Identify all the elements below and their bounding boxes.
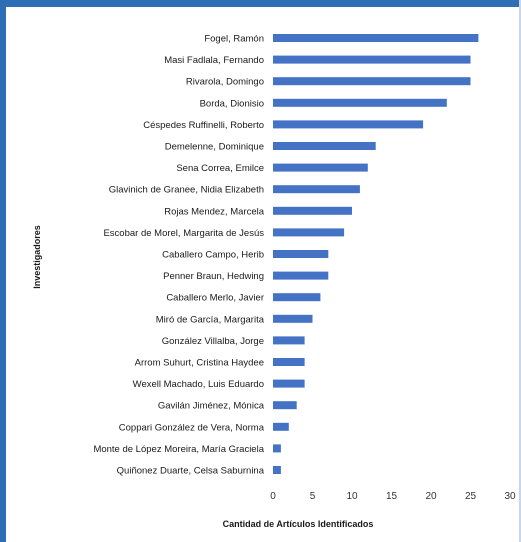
category-label: Gavilán Jiménez, Mónica — [158, 401, 265, 412]
category-labels: Fogel, Ramón Masi Fadlala, Fernando Rivaro… — [93, 34, 264, 477]
category-label: Masi Fadlala, Fernando — [164, 55, 264, 66]
bar-14 — [273, 336, 305, 345]
category-label: Penner Braun, Hedwing — [163, 271, 264, 282]
category-label: Borda, Dionisio — [200, 98, 264, 109]
category-label: Caballero Campo, Herib — [162, 250, 264, 261]
category-label: Fogel, Ramón — [204, 34, 264, 45]
bar-13 — [273, 314, 313, 323]
category-label: González Villalba, Jorge — [162, 336, 264, 347]
category-label: Wexell Machado, Luis Eduardo — [133, 379, 264, 390]
frame-top-border — [0, 0, 521, 7]
bar-17 — [273, 401, 297, 410]
frame-right-border — [519, 0, 521, 542]
category-label: Sena Correa, Emilce — [176, 163, 264, 174]
bar-6 — [273, 163, 368, 172]
x-axis-title: Cantidad de Artículos Identificados — [223, 519, 374, 529]
category-label: Quiñonez Duarte, Celsa Saburnina — [117, 466, 265, 477]
bar-20 — [273, 466, 281, 474]
bar-3 — [273, 98, 447, 107]
bar-7 — [273, 185, 360, 194]
category-label: Caballero Merlo, Javier — [166, 293, 264, 304]
bar-10 — [273, 250, 329, 258]
bar-8 — [273, 206, 352, 215]
bar-2 — [273, 77, 471, 86]
bar-4 — [273, 120, 424, 129]
category-label: Coppari González de Vera, Norma — [119, 422, 265, 433]
bar-9 — [273, 228, 345, 237]
bar-15 — [273, 358, 305, 366]
x-tick-label: 10 — [346, 491, 358, 502]
category-label: Arrom Suhurt, Cristina Haydee — [135, 358, 264, 369]
bar-0 — [273, 34, 479, 42]
bar-12 — [273, 293, 321, 302]
bar-5 — [273, 142, 376, 150]
category-label: Glavinich de Granee, Nidia Elizabeth — [109, 185, 264, 196]
category-label: Escobar de Morel, Margarita de Jesús — [103, 228, 264, 239]
x-tick-labels: 0 5 10 15 20 25 30 — [270, 491, 516, 502]
frame-left-border — [0, 0, 6, 542]
x-tick-label: 5 — [310, 491, 316, 502]
bar-18 — [273, 422, 289, 431]
bar-16 — [273, 379, 305, 388]
x-tick-label: 30 — [504, 491, 516, 502]
category-label: Rojas Mendez, Marcela — [164, 206, 265, 217]
x-tick-label: 15 — [386, 491, 398, 502]
bar-11 — [273, 271, 329, 280]
category-label: Céspedes Ruffinelli, Roberto — [143, 120, 264, 131]
x-tick-label: 25 — [465, 491, 477, 502]
category-label: Monte de López Moreira, María Graciela — [93, 444, 264, 455]
category-label: Rivarola, Domingo — [186, 77, 264, 88]
y-axis-title: Investigadores — [32, 225, 42, 289]
bar-19 — [273, 444, 281, 453]
bar-1 — [273, 55, 471, 64]
x-tick-label: 20 — [425, 491, 437, 502]
bar-series — [273, 34, 479, 474]
category-label: Miró de García, Margarita — [156, 314, 265, 325]
x-tick-label: 0 — [270, 491, 276, 502]
category-label: Demelenne, Dominique — [165, 142, 264, 153]
